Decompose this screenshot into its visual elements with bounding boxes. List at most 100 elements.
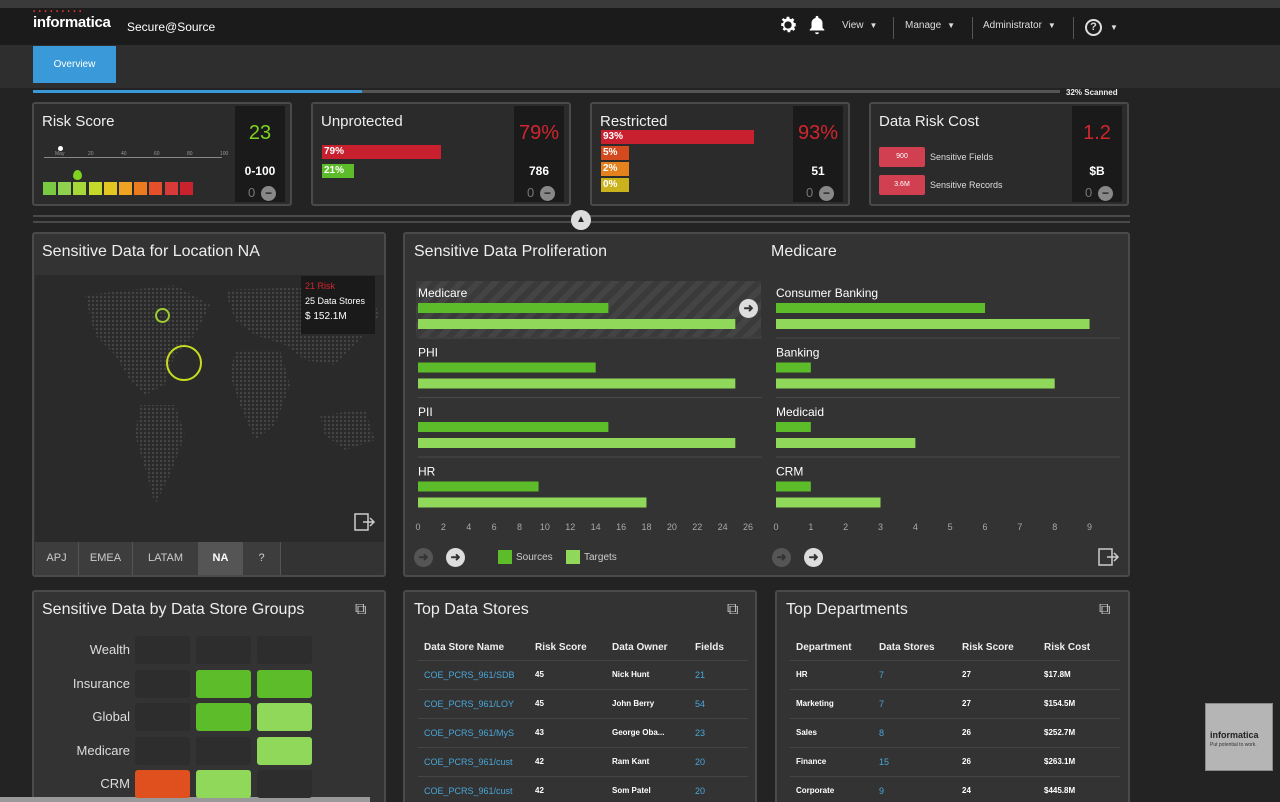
tab-overview[interactable]: Overview <box>33 46 116 83</box>
data-store-row-divider <box>418 747 748 748</box>
scale-tick-label: 40 <box>121 151 127 157</box>
arrow-right-icon[interactable]: ➜ <box>804 548 823 567</box>
chevron-down-icon[interactable]: ▼ <box>1110 23 1118 32</box>
region-tab-na[interactable]: NA <box>199 542 243 575</box>
minus-icon[interactable]: − <box>1098 186 1113 201</box>
location-marker[interactable] <box>155 308 170 323</box>
department-cell[interactable]: 7 <box>879 670 885 680</box>
heatmap-cell[interactable] <box>257 736 312 765</box>
data-store-cell[interactable]: 20 <box>695 786 706 796</box>
department-cell: Sales <box>796 728 817 737</box>
heatmap-cell[interactable] <box>135 669 190 698</box>
heatmap-cell[interactable] <box>135 703 190 731</box>
minus-icon[interactable]: − <box>819 186 834 201</box>
heatmap-cell[interactable] <box>257 636 312 664</box>
menu-view[interactable]: View ▼ <box>842 20 878 31</box>
bar-targets-banking[interactable] <box>776 378 1055 389</box>
bell-icon[interactable] <box>806 14 828 36</box>
heatmap-cell[interactable] <box>196 770 251 798</box>
bar-sources-banking[interactable] <box>776 362 811 373</box>
x-tick-label: 1 <box>808 522 813 532</box>
department-cell: Finance <box>796 757 827 766</box>
bar-targets-pii[interactable] <box>418 438 736 448</box>
heatmap-row-label: Wealth <box>89 642 130 657</box>
sensitive-fields-label: Sensitive Fields <box>930 152 994 162</box>
heatmap-cell[interactable] <box>196 736 251 765</box>
bar-targets-medicare[interactable] <box>418 319 736 329</box>
heatmap-cell[interactable] <box>135 736 190 765</box>
region-tab-latam[interactable]: LATAM <box>133 542 199 575</box>
arrow-left-icon[interactable]: ➜ <box>414 548 433 567</box>
bar-sources-medicare[interactable] <box>418 303 609 313</box>
data-store-cell[interactable]: COE_PCRS_961/LOY <box>424 699 515 709</box>
collapse-up-icon[interactable]: ▲ <box>571 210 591 230</box>
bar-sources-crm[interactable] <box>776 481 811 492</box>
bar-sources-hr[interactable] <box>418 481 539 492</box>
x-tick-label: 8 <box>1052 522 1057 532</box>
card-value-panel: 93% 51 0 − <box>793 106 843 202</box>
data-store-column-header: Data Owner <box>612 642 668 653</box>
department-cell: Corporate <box>796 786 835 795</box>
bar-targets-consumer-banking[interactable] <box>776 319 1090 329</box>
department-cell[interactable]: 15 <box>879 757 890 767</box>
export-icon[interactable] <box>354 513 376 531</box>
tooltip-stores: 25 Data Stores <box>305 296 366 306</box>
heatmap-cell[interactable] <box>196 636 251 664</box>
arrow-left-icon[interactable]: ➜ <box>772 548 791 567</box>
department-cell[interactable]: 9 <box>879 786 885 796</box>
heatmap-cell[interactable] <box>257 669 312 698</box>
data-store-cell[interactable]: 23 <box>695 728 706 738</box>
bar-targets-hr[interactable] <box>418 497 647 508</box>
bar-sources-phi[interactable] <box>418 362 596 373</box>
data-store-cell[interactable]: COE_PCRS_961/cust <box>424 786 513 796</box>
zero-count: 0 <box>248 185 256 200</box>
zero-count: 0 <box>806 185 814 200</box>
data-store-cell[interactable]: 20 <box>695 757 706 767</box>
export-icon[interactable] <box>1098 548 1120 566</box>
heatmap-row-label: CRM <box>100 776 130 791</box>
data-store-cell[interactable]: COE_PCRS_961/SDB <box>424 670 515 680</box>
sensitive-fields-badge[interactable]: 900 <box>879 147 925 167</box>
data-store-cell: Nick Hunt <box>612 670 650 679</box>
heatmap-cell[interactable] <box>135 636 190 664</box>
department-cell[interactable]: 7 <box>879 699 885 709</box>
chart-toggle-icon[interactable]: ⧉ <box>727 601 739 618</box>
location-marker-na[interactable] <box>166 345 202 381</box>
heatmap-cell[interactable] <box>257 770 312 798</box>
sensitive-records-badge[interactable]: 3.6M <box>879 175 925 195</box>
legend-sources: Sources <box>516 552 553 563</box>
minus-icon[interactable]: − <box>540 186 555 201</box>
menu-manage[interactable]: Manage ▼ <box>905 20 956 31</box>
region-tab-help[interactable]: ? <box>243 542 281 575</box>
minus-icon[interactable]: − <box>261 186 276 201</box>
data-store-cell[interactable]: 21 <box>695 670 706 680</box>
region-tab-emea[interactable]: EMEA <box>79 542 133 575</box>
menu-administrator[interactable]: Administrator ▼ <box>983 20 1056 31</box>
arrow-right-icon[interactable]: ➜ <box>446 548 465 567</box>
data-store-cell[interactable]: COE_PCRS_961/MyS <box>424 728 515 738</box>
chart-toggle-icon[interactable]: ⧉ <box>355 601 367 618</box>
bar-sources-consumer-banking[interactable] <box>776 303 986 313</box>
department-cell[interactable]: 8 <box>879 728 885 738</box>
bar-targets-crm[interactable] <box>776 497 881 508</box>
gear-icon[interactable] <box>777 14 799 36</box>
heatmap-cell[interactable] <box>257 703 312 731</box>
help-icon[interactable]: ? <box>1085 19 1102 36</box>
data-store-cell: 42 <box>535 757 544 766</box>
scrollbar[interactable] <box>0 797 370 802</box>
heatmap-cell[interactable] <box>196 669 251 698</box>
heatmap-cell[interactable] <box>196 703 251 731</box>
region-tab-apj[interactable]: APJ <box>35 542 79 575</box>
bar-targets-medicaid[interactable] <box>776 438 916 448</box>
arrow-right-icon[interactable]: ➜ <box>739 299 758 318</box>
bar-sources-pii[interactable] <box>418 422 609 432</box>
data-store-cell[interactable]: COE_PCRS_961/cust <box>424 757 513 767</box>
restricted-value: 93% <box>797 122 839 144</box>
bar-sources-medicaid[interactable] <box>776 422 811 432</box>
chart-toggle-icon[interactable]: ⧉ <box>1099 601 1111 618</box>
bar-targets-phi[interactable] <box>418 378 736 389</box>
x-tick-label: 6 <box>492 522 497 532</box>
x-tick-label: 4 <box>913 522 918 532</box>
data-store-cell[interactable]: 54 <box>695 699 706 709</box>
heatmap-cell[interactable] <box>135 770 190 798</box>
